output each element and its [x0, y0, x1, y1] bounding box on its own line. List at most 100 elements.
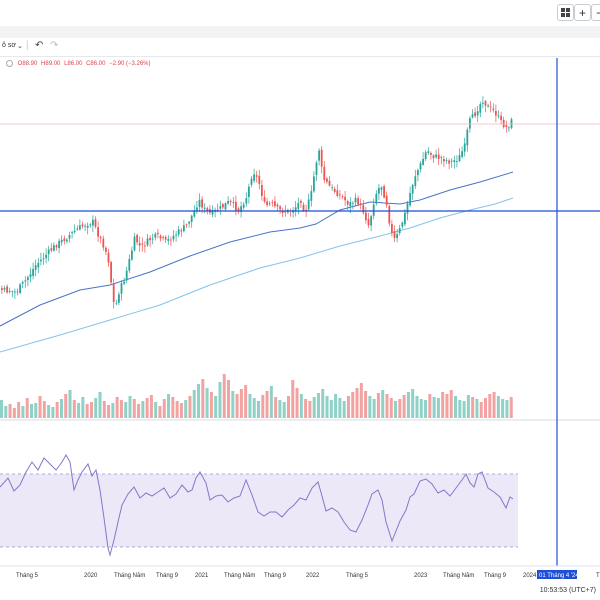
redo-icon[interactable]: ↷: [50, 40, 59, 51]
volume-bar: [291, 380, 295, 418]
candle-body: [391, 223, 393, 233]
volume-bar: [376, 393, 380, 418]
rsi-band: [0, 474, 518, 547]
add-button[interactable]: +: [574, 4, 591, 21]
candle-body: [42, 258, 45, 260]
candle-body: [268, 203, 271, 205]
volume-bar: [385, 394, 389, 418]
volume-bar: [394, 401, 398, 418]
volume-bar: [77, 403, 81, 418]
volume-bar: [192, 390, 196, 418]
candle-body: [123, 281, 125, 284]
candle-body: [469, 118, 471, 129]
candle-body: [154, 233, 157, 238]
candle-body: [14, 291, 16, 293]
candle-body: [141, 243, 144, 245]
volume-bar: [154, 402, 158, 418]
candle-body: [422, 158, 424, 165]
crosshair-label-bg: [537, 570, 577, 579]
volume-bar: [471, 397, 475, 418]
candle-body: [495, 110, 497, 116]
candle-body: [305, 209, 307, 211]
volume-bar: [197, 384, 201, 418]
volume-bar: [175, 401, 179, 418]
volume-bar: [295, 388, 299, 418]
candle-body: [151, 238, 154, 240]
candle-body: [206, 208, 209, 211]
moving-average-2: [0, 197, 514, 353]
toolbar-divider: |: [26, 40, 29, 51]
candle-body: [81, 224, 84, 227]
volume-bar: [145, 398, 149, 418]
volume-bar: [107, 405, 111, 418]
candle-body: [19, 284, 21, 293]
volume-bar: [449, 390, 453, 418]
candle-body: [344, 196, 346, 201]
candle-body: [359, 203, 362, 205]
candle-body: [378, 187, 380, 194]
undo-icon[interactable]: ↶: [35, 40, 44, 51]
candle-body: [172, 235, 175, 240]
time-axis-tick: 2020: [84, 573, 98, 579]
candle-body: [424, 152, 427, 160]
candle-body: [417, 170, 419, 176]
candle-body: [170, 239, 172, 241]
candle-body: [388, 206, 391, 224]
candle-body: [177, 229, 180, 235]
eye-icon[interactable]: [6, 60, 13, 67]
candle-body: [274, 201, 276, 207]
chevron-down-icon[interactable]: ⌄: [17, 43, 23, 50]
volume-bar: [167, 394, 171, 418]
volume-bar: [334, 394, 338, 418]
candle-body: [310, 191, 313, 201]
candle-body: [1, 288, 3, 291]
volume-bar: [428, 394, 432, 418]
volume-bar: [239, 389, 243, 418]
legend-low: L86.00: [64, 61, 83, 68]
volume-bar: [119, 400, 123, 418]
volume-bar: [85, 404, 89, 418]
candle-body: [190, 215, 193, 223]
volume-bar: [402, 395, 406, 418]
volume-bar: [201, 379, 205, 418]
candle-body: [453, 160, 456, 162]
candle-body: [479, 104, 482, 113]
volume-bar: [304, 399, 308, 418]
candle-body: [27, 277, 29, 281]
volume-bar: [406, 392, 410, 418]
grid-icon[interactable]: [557, 4, 574, 21]
volume-bar: [355, 388, 359, 418]
minimize-button[interactable]: −: [591, 4, 600, 21]
candle-body: [16, 291, 19, 293]
candle-body: [404, 212, 406, 225]
candle-body: [497, 115, 500, 117]
candle-body: [138, 243, 141, 246]
candle-body: [318, 150, 320, 161]
candle-body: [245, 198, 248, 204]
candle-body: [167, 238, 170, 241]
volume-bar: [81, 397, 85, 418]
time-axis-tick: Tháng Năm: [443, 573, 474, 579]
candle-body: [203, 207, 206, 209]
time-axis-tick: Tháng 5: [346, 573, 369, 579]
candle-body: [508, 127, 510, 129]
candle-body: [60, 239, 63, 243]
interval-selector[interactable]: ô sơ: [2, 42, 16, 49]
candle-body: [253, 174, 255, 181]
candle-body: [432, 155, 435, 159]
candle-body: [450, 160, 453, 162]
volume-bar: [458, 400, 462, 418]
candle-body: [266, 201, 268, 206]
volume-bar: [265, 391, 269, 418]
volume-bar: [338, 398, 342, 418]
volume-bar: [462, 401, 466, 418]
candle-body: [37, 262, 40, 268]
candle-body: [307, 199, 310, 210]
candle-body: [136, 234, 138, 243]
candle-body: [180, 230, 183, 232]
candle-body: [505, 125, 508, 127]
timezone-label[interactable]: 10:53:53 (UTC+7): [539, 587, 596, 594]
candle-body: [489, 106, 492, 108]
candle-body: [502, 119, 505, 128]
